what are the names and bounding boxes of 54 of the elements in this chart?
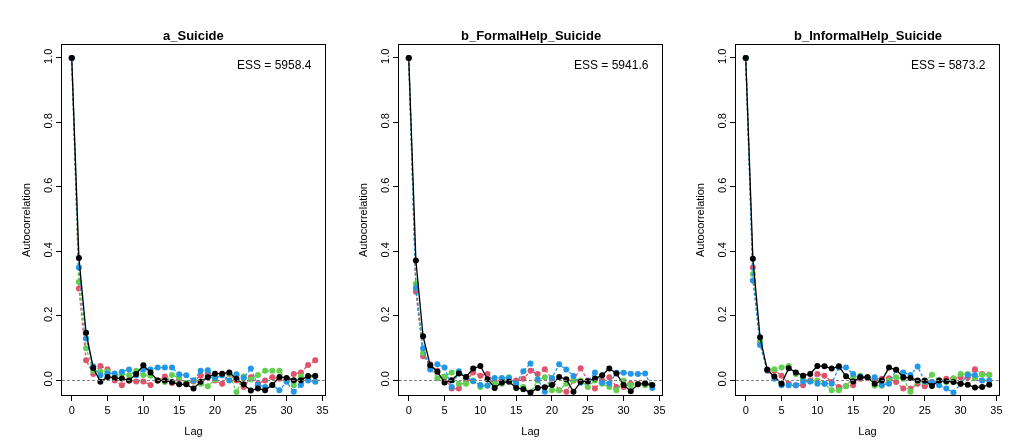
x-tick-label: 35 [990, 404, 1003, 417]
annotation: ESS = 5873.2 [911, 58, 986, 72]
x-axis-title: Lag [184, 425, 203, 438]
x-tick-label: 15 [173, 404, 186, 417]
y-axis-title: Autocorrelation [357, 183, 370, 257]
y-tick-label: 0.2 [715, 306, 728, 322]
y-tick-label: 0.8 [378, 113, 391, 129]
x-tick-label: 25 [918, 404, 931, 417]
y-tick-label: 0.0 [378, 371, 391, 387]
x-tick-label: 0 [68, 404, 75, 417]
y-tick-label: 0.8 [715, 113, 728, 129]
y-tick-label: 0.6 [41, 177, 54, 193]
annotation: ESS = 5941.6 [574, 58, 649, 72]
x-tick-label: 25 [244, 404, 257, 417]
y-axis-title: Autocorrelation [694, 183, 707, 257]
y-tick-label: 0.0 [715, 371, 728, 387]
x-tick-label: 25 [581, 404, 594, 417]
x-tick-label: 35 [316, 404, 329, 417]
x-tick-label: 5 [778, 404, 785, 417]
y-tick-label: 0.2 [41, 306, 54, 322]
y-tick-label: 1.0 [378, 48, 391, 64]
chart-title: b_FormalHelp_Suicide [461, 28, 602, 43]
x-tick-label: 20 [208, 404, 222, 417]
y-tick-label: 0.6 [378, 177, 391, 193]
y-tick-label: 0.2 [378, 306, 391, 322]
x-tick-label: 30 [954, 404, 967, 417]
chart-title: b_InformalHelp_Suicide [794, 28, 943, 43]
y-tick-label: 0.4 [378, 242, 391, 258]
y-tick-label: 0.8 [41, 113, 54, 129]
x-tick-label: 5 [441, 404, 448, 417]
x-tick-label: 15 [510, 404, 523, 417]
y-tick-label: 0.6 [715, 177, 728, 193]
chart-title: a_Suicide [163, 28, 224, 43]
x-axis-title: Lag [858, 425, 877, 438]
x-tick-label: 30 [617, 404, 630, 417]
x-tick-label: 10 [474, 404, 487, 417]
y-tick-label: 1.0 [41, 48, 54, 64]
x-tick-label: 30 [280, 404, 293, 417]
y-tick-label: 0.0 [41, 371, 54, 387]
x-axis-title: Lag [521, 425, 540, 438]
y-tick-label: 1.0 [715, 48, 728, 64]
annotation: ESS = 5958.4 [237, 58, 312, 72]
x-tick-label: 20 [545, 404, 559, 417]
x-tick-label: 20 [882, 404, 896, 417]
x-tick-label: 35 [653, 404, 666, 417]
x-tick-label: 15 [847, 404, 860, 417]
y-axis-title: Autocorrelation [20, 183, 33, 257]
x-tick-label: 0 [405, 404, 412, 417]
x-tick-label: 10 [137, 404, 150, 417]
x-tick-label: 0 [742, 404, 749, 417]
y-tick-label: 0.4 [41, 242, 54, 258]
y-tick-label: 0.4 [715, 242, 728, 258]
x-tick-label: 10 [811, 404, 824, 417]
x-tick-label: 5 [104, 404, 111, 417]
